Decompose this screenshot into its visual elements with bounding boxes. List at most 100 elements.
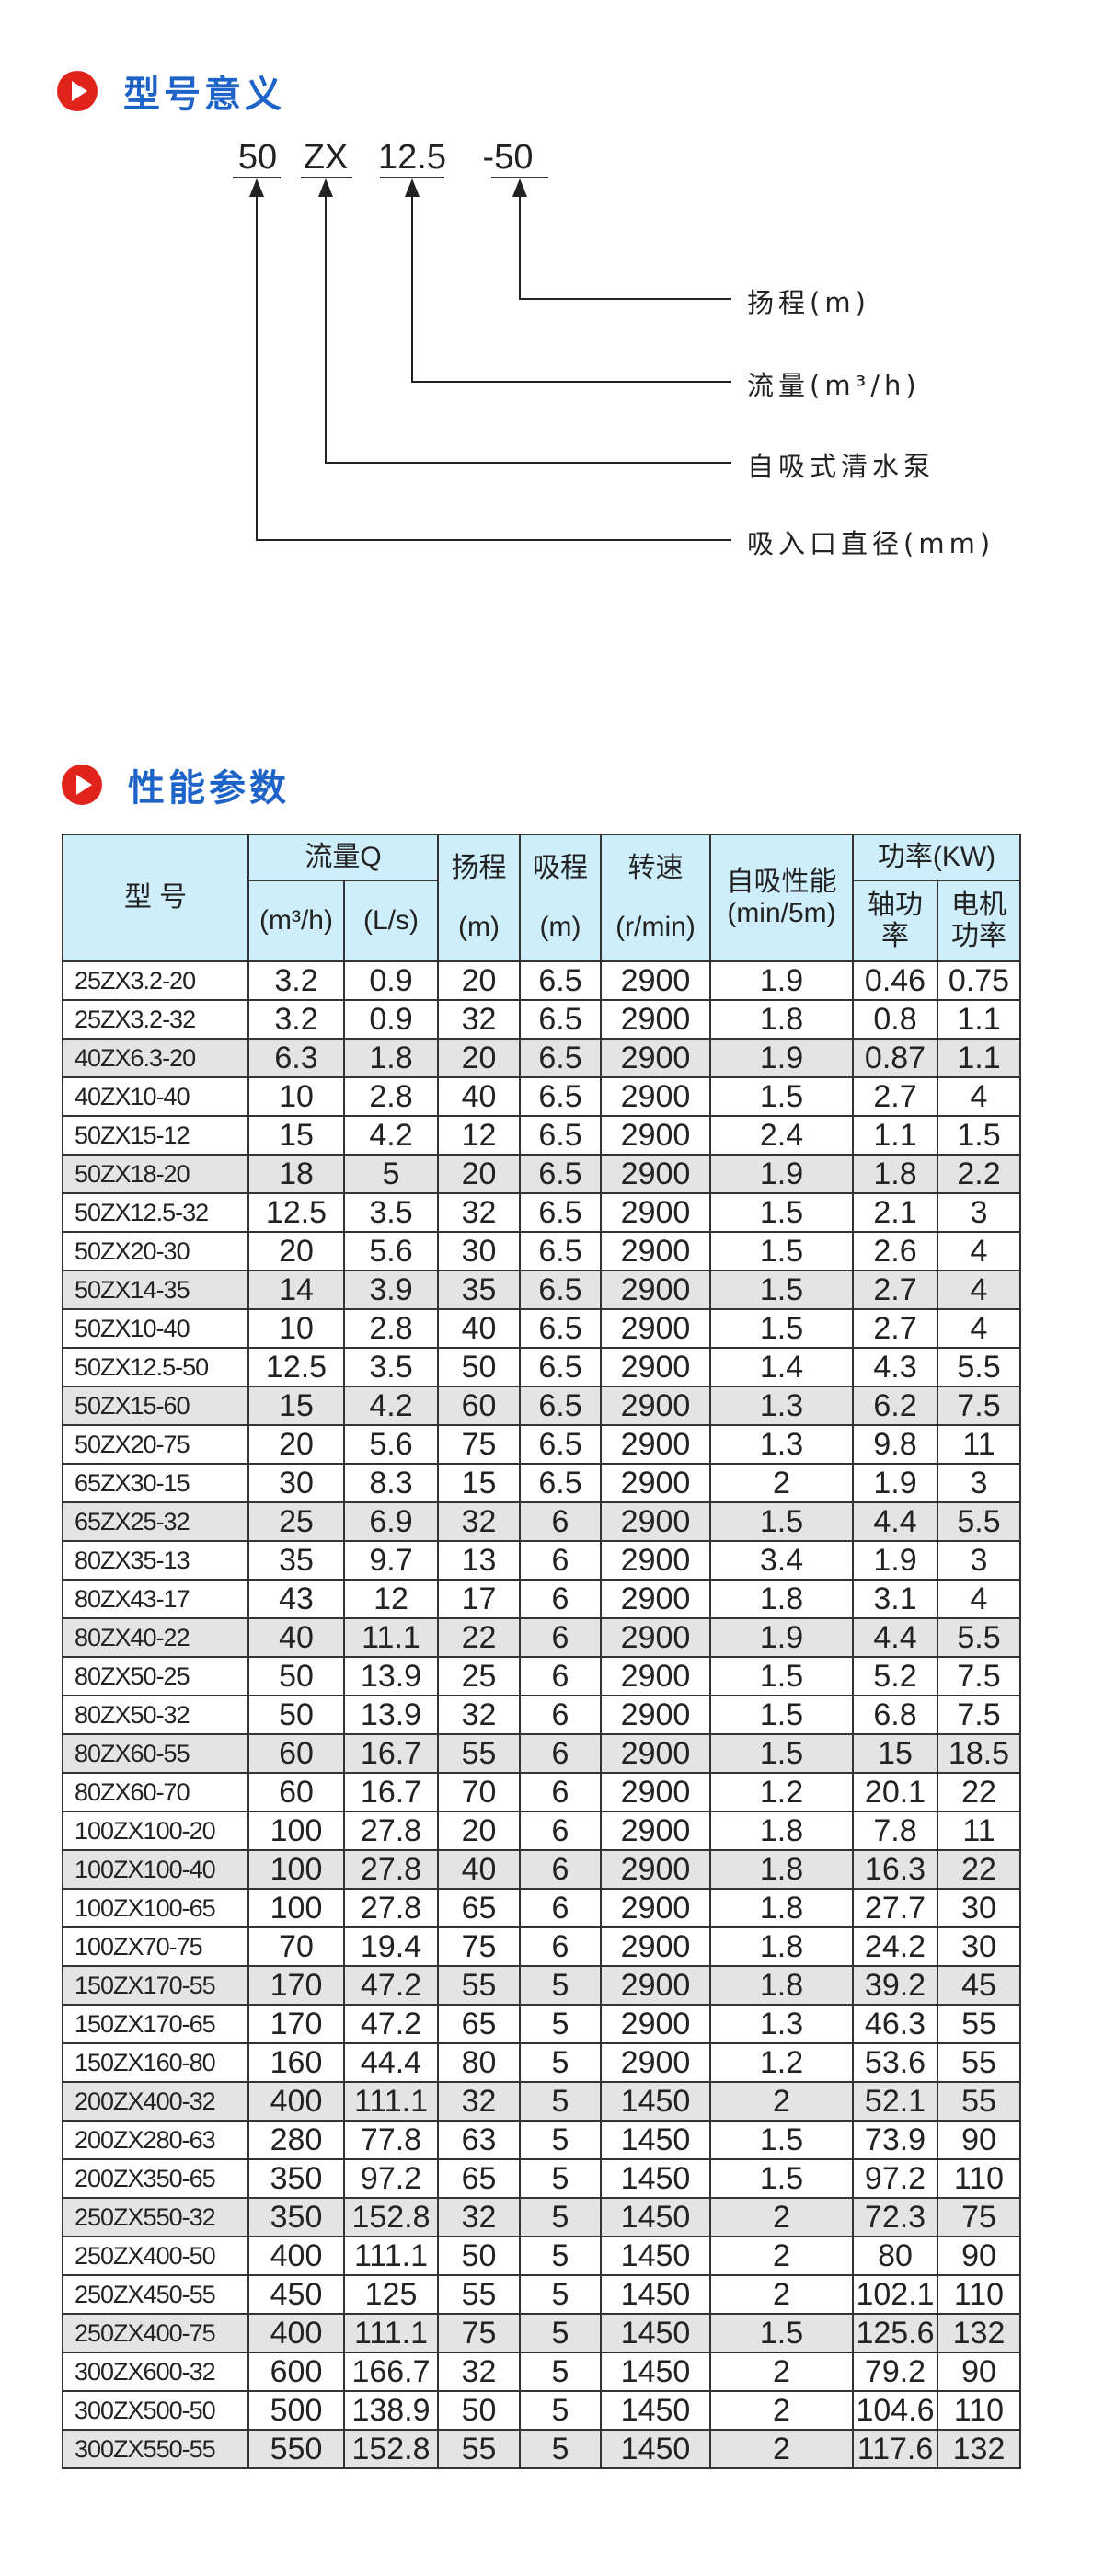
cell-head: 70 <box>437 1772 521 1812</box>
header-suction: 吸程 (m) <box>519 834 602 962</box>
table-row: 65ZX25-32 25 6.9 32 6 2900 1.5 4.4 5.5 <box>62 1501 1021 1542</box>
cell-flow-m3h: 20 <box>247 1231 345 1271</box>
table-row: 150ZX160-80 160 44.4 80 5 2900 1.2 53.6 55 <box>62 2042 1021 2083</box>
cell-motor-power: 5.5 <box>937 1347 1021 1387</box>
cell-speed: 1450 <box>600 2313 711 2353</box>
cell-speed: 1450 <box>600 2390 711 2431</box>
cell-shaft-power: 2.7 <box>852 1270 938 1310</box>
cell-speed: 2900 <box>600 1308 711 1349</box>
cell-self-priming: 2 <box>709 2081 854 2122</box>
cell-self-priming: 2 <box>709 2197 854 2237</box>
cell-flow-m3h: 10 <box>247 1076 345 1117</box>
cell-self-priming: 1.2 <box>709 1772 854 1812</box>
table-row: 200ZX280-63 280 77.8 63 5 1450 1.5 73.9 90 <box>62 2120 1021 2160</box>
cell-shaft-power: 4.4 <box>852 1501 938 1542</box>
cell-motor-power: 75 <box>937 2197 1021 2237</box>
cell-shaft-power: 2.7 <box>852 1076 938 1117</box>
cell-head: 20 <box>437 960 521 1001</box>
table-row: 300ZX550-55 550 152.8 55 5 1450 2 117.6 132 <box>62 2429 1021 2469</box>
cell-head: 15 <box>437 1463 521 1503</box>
header-head-label: 扬程 <box>451 852 507 883</box>
cell-speed: 2900 <box>600 1772 711 1812</box>
cell-motor-power: 7.5 <box>937 1386 1021 1426</box>
cell-flow-ls: 125 <box>343 2274 439 2315</box>
cell-model: 100ZX70-75 <box>62 1926 249 1967</box>
cell-shaft-power: 79.2 <box>852 2352 938 2392</box>
cell-head: 32 <box>437 999 521 1040</box>
code-part-head: -50 <box>482 138 534 177</box>
cell-flow-ls: 4.2 <box>343 1386 439 1426</box>
cell-suction: 6.5 <box>519 960 602 1001</box>
cell-model: 250ZX550-32 <box>62 2197 249 2237</box>
cell-shaft-power: 0.8 <box>852 999 938 1040</box>
cell-suction: 6.5 <box>519 999 602 1040</box>
cell-flow-ls: 2.8 <box>343 1076 439 1117</box>
cell-suction: 6.5 <box>519 1347 602 1387</box>
cell-self-priming: 1.8 <box>709 1579 854 1619</box>
cell-model: 50ZX15-60 <box>62 1386 249 1426</box>
table-row: 300ZX500-50 500 138.9 50 5 1450 2 104.6 110 <box>62 2390 1021 2431</box>
cell-head: 75 <box>437 1424 521 1465</box>
cell-flow-ls: 152.8 <box>343 2429 439 2469</box>
cell-shaft-power: 20.1 <box>852 1772 938 1812</box>
cell-head: 63 <box>437 2120 521 2160</box>
cell-speed: 2900 <box>600 1965 711 2006</box>
cell-self-priming: 1.9 <box>709 960 854 1001</box>
cell-motor-power: 11 <box>937 1424 1021 1465</box>
table-row: 80ZX40-22 40 11.1 22 6 2900 1.9 4.4 5.5 <box>62 1617 1021 1658</box>
cell-flow-m3h: 100 <box>247 1811 345 1851</box>
cell-flow-m3h: 20 <box>247 1424 345 1465</box>
cell-suction: 6.5 <box>519 1038 602 1078</box>
cell-shaft-power: 80 <box>852 2236 938 2276</box>
cell-flow-ls: 152.8 <box>343 2197 439 2237</box>
cell-speed: 2900 <box>600 1695 711 1735</box>
arrow-up-icon <box>318 178 333 197</box>
cell-speed: 2900 <box>600 1076 711 1117</box>
cell-suction: 6.5 <box>519 1115 602 1156</box>
cell-flow-ls: 6.9 <box>343 1501 439 1542</box>
cell-model: 50ZX12.5-50 <box>62 1347 249 1387</box>
cell-motor-power: 4 <box>937 1308 1021 1349</box>
cell-flow-m3h: 350 <box>247 2158 345 2199</box>
underline <box>380 177 444 178</box>
cell-flow-ls: 2.8 <box>343 1308 439 1349</box>
connector-line <box>256 195 258 541</box>
cell-shaft-power: 52.1 <box>852 2081 938 2122</box>
code-part-type: ZX <box>303 138 349 177</box>
table-row: 80ZX50-32 50 13.9 32 6 2900 1.5 6.8 7.5 <box>62 1695 1021 1735</box>
cell-model: 200ZX400-32 <box>62 2081 249 2122</box>
table-row: 50ZX12.5-32 12.5 3.5 32 6.5 2900 1.5 2.1 3 <box>62 1192 1021 1233</box>
cell-motor-power: 132 <box>937 2429 1021 2469</box>
cell-self-priming: 1.9 <box>709 1038 854 1078</box>
cell-suction: 5 <box>519 2236 602 2276</box>
cell-model: 50ZX20-75 <box>62 1424 249 1465</box>
cell-motor-power: 90 <box>937 2352 1021 2392</box>
cell-self-priming: 1.5 <box>709 1076 854 1117</box>
cell-suction: 6 <box>519 1888 602 1928</box>
cell-self-priming: 1.5 <box>709 1192 854 1233</box>
cell-flow-m3h: 3.2 <box>247 999 345 1040</box>
cell-speed: 2900 <box>600 1849 711 1890</box>
cell-speed: 2900 <box>600 960 711 1001</box>
cell-flow-ls: 97.2 <box>343 2158 439 2199</box>
cell-model: 80ZX60-70 <box>62 1772 249 1812</box>
cell-flow-ls: 0.9 <box>343 999 439 1040</box>
cell-model: 150ZX160-80 <box>62 2042 249 2083</box>
cell-suction: 5 <box>519 2274 602 2315</box>
table-row: 50ZX15-60 15 4.2 60 6.5 2900 1.3 6.2 7.5 <box>62 1386 1021 1426</box>
cell-self-priming: 1.8 <box>709 1849 854 1890</box>
cell-flow-m3h: 35 <box>247 1540 345 1581</box>
cell-model: 50ZX12.5-32 <box>62 1192 249 1233</box>
cell-suction: 6.5 <box>519 1270 602 1310</box>
cell-motor-power: 90 <box>937 2120 1021 2160</box>
cell-flow-ls: 0.9 <box>343 960 439 1001</box>
cell-flow-ls: 8.3 <box>343 1463 439 1503</box>
cell-flow-ls: 16.7 <box>343 1772 439 1812</box>
cell-self-priming: 1.8 <box>709 999 854 1040</box>
cell-shaft-power: 46.3 <box>852 2004 938 2044</box>
cell-suction: 6 <box>519 1811 602 1851</box>
cell-motor-power: 0.75 <box>937 960 1021 1001</box>
cell-head: 40 <box>437 1849 521 1890</box>
cell-shaft-power: 27.7 <box>852 1888 938 1928</box>
cell-suction: 6 <box>519 1849 602 1890</box>
